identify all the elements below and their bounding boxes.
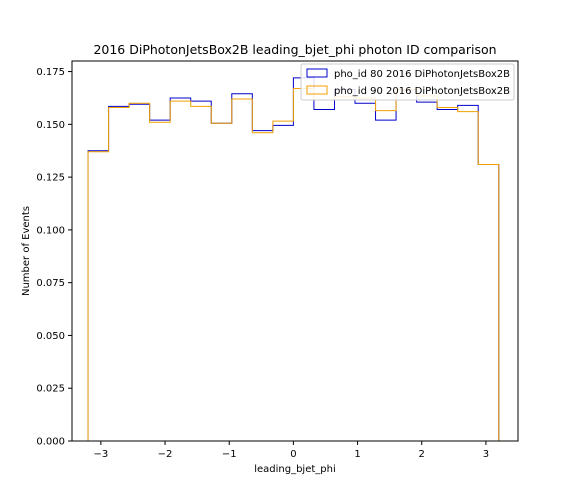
legend-swatch-pho-id-80 [306,68,328,78]
y-tick-label: 0.025 [36,384,65,395]
y-axis: 0.000 0.025 0.050 0.075 0.100 0.125 0.150 0.175 [36,67,72,448]
x-axis: −3 −2 −1 0 1 2 3 [94,441,489,460]
x-axis-label: leading_bjet_phi [254,464,336,475]
x-tick-label: −2 [158,449,173,460]
x-tick-label: −1 [222,449,237,460]
legend-box [300,63,515,101]
y-tick-label: 0.150 [36,120,65,131]
y-tick-label: 0.075 [36,278,65,289]
x-tick-label: −3 [94,449,109,460]
x-tick-label: 1 [354,449,360,460]
y-axis-label: Number of Events [21,206,32,296]
y-tick-label: 0.175 [36,67,65,78]
legend-label-pho-id-90: pho_id 90 2016 DiPhotonJetsBox2B [334,86,510,97]
legend: pho_id 80 2016 DiPhotonJetsBox2B pho_id … [300,63,515,101]
y-tick-label: 0.000 [36,437,65,448]
chart-title: 2016 DiPhotonJetsBox2B leading_bjet_phi … [93,42,496,57]
legend-swatch-pho-id-90 [306,85,328,95]
y-tick-label: 0.050 [36,331,65,342]
legend-label-pho-id-80: pho_id 80 2016 DiPhotonJetsBox2B [334,69,510,80]
x-tick-label: 0 [290,449,296,460]
y-tick-label: 0.100 [36,225,65,236]
axes-frame [71,60,519,442]
x-tick-label: 2 [419,449,425,460]
x-tick-label: 3 [483,449,489,460]
y-tick-label: 0.125 [36,173,65,184]
